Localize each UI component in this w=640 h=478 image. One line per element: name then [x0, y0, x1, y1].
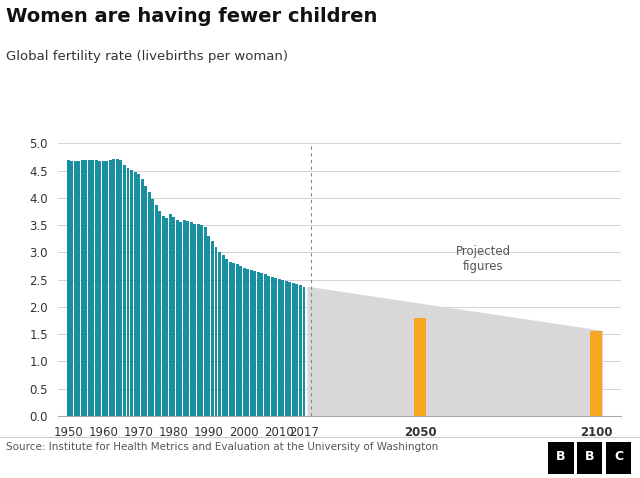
Bar: [102, 161, 105, 416]
Bar: [116, 159, 119, 416]
Bar: [77, 162, 80, 416]
Bar: [183, 220, 186, 416]
Bar: [169, 214, 172, 416]
Bar: [214, 247, 218, 416]
Bar: [590, 331, 602, 416]
Bar: [151, 199, 154, 416]
Bar: [250, 270, 253, 416]
Bar: [296, 284, 298, 416]
Text: Projected
figures: Projected figures: [456, 245, 511, 273]
Bar: [268, 276, 270, 416]
Bar: [289, 282, 291, 416]
Text: B: B: [585, 450, 595, 464]
Bar: [67, 160, 70, 416]
Polygon shape: [307, 287, 603, 416]
Bar: [162, 216, 164, 416]
Bar: [88, 160, 91, 416]
Bar: [130, 170, 133, 416]
Bar: [414, 318, 426, 416]
Bar: [253, 271, 256, 416]
Bar: [605, 442, 632, 474]
Bar: [172, 217, 175, 416]
Bar: [285, 281, 288, 416]
Bar: [84, 160, 87, 416]
Bar: [165, 218, 168, 416]
Bar: [548, 442, 573, 474]
Text: Global fertility rate (livebirths per woman): Global fertility rate (livebirths per wo…: [6, 50, 289, 63]
Bar: [99, 161, 101, 416]
Bar: [81, 160, 84, 416]
Bar: [275, 278, 277, 416]
Bar: [127, 168, 129, 416]
Bar: [271, 277, 274, 416]
Bar: [113, 159, 115, 416]
Bar: [109, 160, 112, 416]
Bar: [186, 221, 189, 416]
Bar: [303, 287, 305, 416]
Bar: [221, 255, 225, 416]
Bar: [577, 442, 602, 474]
Bar: [225, 259, 228, 416]
Bar: [200, 225, 204, 416]
Bar: [264, 274, 267, 416]
Bar: [278, 279, 281, 416]
Bar: [282, 280, 284, 416]
Bar: [141, 179, 143, 416]
Bar: [243, 268, 246, 416]
Bar: [106, 161, 108, 416]
Bar: [207, 236, 211, 416]
Bar: [148, 193, 150, 416]
Text: Source: Institute for Health Metrics and Evaluation at the University of Washing: Source: Institute for Health Metrics and…: [6, 442, 438, 452]
Bar: [155, 205, 157, 416]
Bar: [246, 269, 249, 416]
Bar: [232, 263, 235, 416]
Bar: [123, 165, 126, 416]
Text: C: C: [614, 450, 623, 464]
Text: B: B: [556, 450, 565, 464]
Bar: [239, 266, 242, 416]
Bar: [190, 222, 193, 416]
Bar: [218, 252, 221, 416]
Bar: [292, 283, 295, 416]
Bar: [137, 174, 140, 416]
Bar: [204, 227, 207, 416]
Bar: [197, 224, 200, 416]
Text: Women are having fewer children: Women are having fewer children: [6, 7, 378, 26]
Bar: [158, 211, 161, 416]
Bar: [236, 264, 239, 416]
Bar: [144, 186, 147, 416]
Bar: [120, 160, 122, 416]
Bar: [92, 160, 94, 416]
Bar: [211, 241, 214, 416]
Bar: [74, 162, 77, 416]
Bar: [95, 160, 98, 416]
Bar: [257, 272, 260, 416]
Bar: [193, 224, 196, 416]
Bar: [299, 285, 302, 416]
Bar: [176, 220, 179, 416]
Bar: [260, 273, 263, 416]
Bar: [228, 261, 232, 416]
Bar: [179, 222, 182, 416]
Bar: [70, 161, 73, 416]
Bar: [134, 172, 136, 416]
